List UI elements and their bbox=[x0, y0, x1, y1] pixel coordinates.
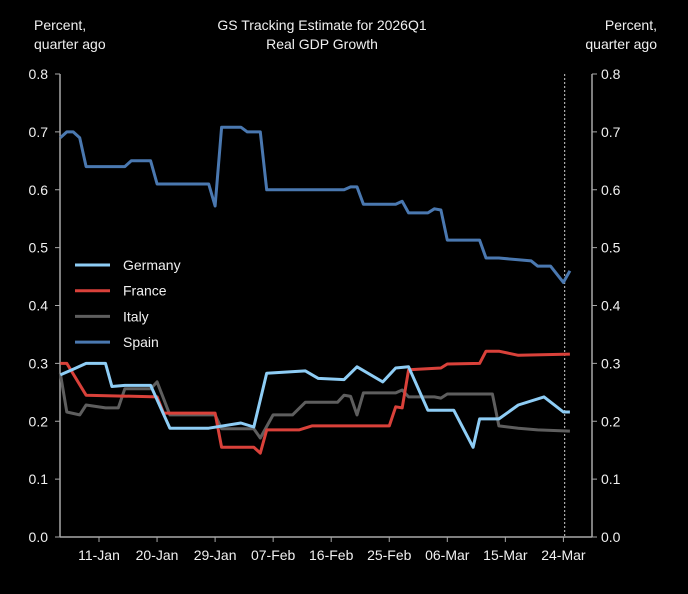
x-tick-label: 06-Mar bbox=[425, 547, 470, 563]
left-y-tick-label: 0.4 bbox=[29, 298, 49, 314]
right-y-tick-label: 0.5 bbox=[601, 240, 621, 256]
x-tick-label: 29-Jan bbox=[194, 547, 237, 563]
legend-label-spain: Spain bbox=[123, 334, 159, 350]
right-y-tick-label: 0.2 bbox=[601, 413, 621, 429]
left-y-tick-label: 0.8 bbox=[29, 66, 49, 82]
legend-label-france: France bbox=[123, 283, 167, 299]
legend-label-germany: Germany bbox=[123, 257, 181, 273]
right-y-tick-label: 0.8 bbox=[601, 66, 621, 82]
x-tick-label: 11-Jan bbox=[78, 547, 120, 563]
left-y-tick-label: 0.7 bbox=[29, 124, 49, 140]
left-y-tick-label: 0.5 bbox=[29, 240, 49, 256]
legend-label-italy: Italy bbox=[123, 308, 149, 324]
x-tick-label: 07-Feb bbox=[251, 547, 296, 563]
left-y-tick-label: 0.6 bbox=[29, 182, 49, 198]
left-axis-label-line1: Percent, bbox=[34, 17, 86, 33]
x-tick-label: 20-Jan bbox=[136, 547, 179, 563]
left-y-tick-label: 0.1 bbox=[29, 471, 49, 487]
left-y-tick-label: 0.3 bbox=[29, 355, 49, 371]
right-y-tick-label: 0.3 bbox=[601, 355, 621, 371]
right-y-tick-label: 0.4 bbox=[601, 298, 621, 314]
x-tick-label: 15-Mar bbox=[483, 547, 528, 563]
left-y-tick-label: 0.0 bbox=[29, 529, 49, 545]
x-tick-label: 24-Mar bbox=[541, 547, 586, 563]
right-axis-label-line1: Percent, bbox=[605, 17, 657, 33]
series-line-italy bbox=[58, 372, 570, 440]
left-axis-label-line2: quarter ago bbox=[34, 36, 106, 52]
right-y-tick-label: 0.6 bbox=[601, 182, 621, 198]
left-y-tick-label: 0.2 bbox=[29, 413, 49, 429]
series-line-germany bbox=[59, 361, 570, 449]
x-tick-label: 16-Feb bbox=[309, 547, 354, 563]
chart-title: GS Tracking Estimate for 2026Q1 bbox=[217, 17, 427, 33]
right-y-tick-label: 0.7 bbox=[601, 124, 621, 140]
right-axis-label-line2: quarter ago bbox=[585, 36, 657, 52]
x-tick-label: 25-Feb bbox=[367, 547, 412, 563]
chart-subtitle: Real GDP Growth bbox=[266, 36, 378, 52]
right-y-tick-label: 0.1 bbox=[601, 471, 621, 487]
series-line-spain bbox=[59, 125, 572, 284]
right-y-tick-label: 0.0 bbox=[601, 529, 621, 545]
